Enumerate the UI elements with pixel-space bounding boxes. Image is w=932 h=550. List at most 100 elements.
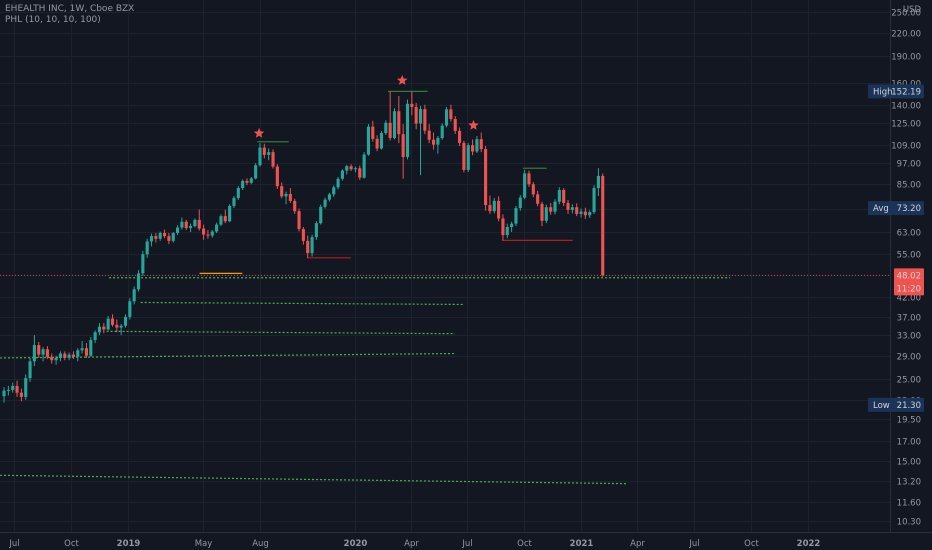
candle-body (488, 205, 492, 212)
candle-body (71, 354, 76, 357)
time-tick-label: Jul (8, 539, 19, 549)
candle-body (275, 166, 279, 187)
badge-high-bg (868, 84, 924, 99)
candle-body (254, 165, 258, 179)
candle-body (401, 134, 405, 158)
candle-body (245, 180, 249, 183)
candle-body (362, 154, 366, 178)
price-tick-label: 55.00 (897, 251, 921, 261)
candle-body (228, 205, 232, 222)
candle-body (379, 133, 384, 149)
price-tick-label: 250.00 (891, 9, 921, 19)
price-tick-label: 17.00 (897, 438, 921, 448)
candle-body (219, 216, 223, 225)
price-tick-label: 29.00 (897, 353, 921, 363)
time-axis[interactable]: Jul Oct 2019 May Aug 2020 Apr Jul Oct 2021 Apr Jul O… (0, 532, 932, 550)
candle-body (171, 233, 175, 241)
badge-low-bg (868, 397, 924, 412)
candle-body (418, 109, 423, 124)
indicator-lines (0, 90, 890, 485)
pivot-stars (253, 74, 479, 138)
time-tick-label: 2021 (570, 539, 594, 549)
time-tick-label: May (195, 539, 213, 549)
candle-body (579, 211, 583, 214)
candle-body (523, 173, 527, 198)
candle-body (514, 208, 518, 224)
candle-body (84, 348, 89, 356)
candle-body (154, 236, 158, 239)
candle-body (54, 357, 58, 361)
time-tick-label: 2022 (797, 539, 821, 549)
price-tick-label: 85.00 (897, 181, 921, 191)
candle-body (193, 219, 197, 227)
candle-body (453, 119, 457, 131)
candle-body (497, 200, 501, 219)
candle-body (340, 170, 344, 179)
candle-body (518, 197, 522, 209)
candle-body (119, 325, 123, 328)
candle-body (132, 289, 136, 302)
price-tick-label: 109.00 (891, 142, 921, 152)
time-tick-label: Aug (252, 539, 269, 549)
grid (0, 0, 890, 532)
price-tick-label: 37.00 (897, 314, 921, 324)
candle-body (310, 237, 314, 254)
candle-body (297, 211, 301, 230)
candle-body (501, 218, 505, 236)
candle-body (583, 211, 587, 216)
candle-body (484, 149, 488, 206)
candle-body (562, 190, 566, 203)
candle-body (28, 361, 32, 379)
price-tick-label: 10.30 (897, 518, 921, 528)
candle-body (423, 109, 427, 131)
candle-body (505, 227, 509, 236)
price-tick-label: 190.00 (891, 53, 921, 63)
candle-body (89, 340, 93, 356)
candle-body (531, 184, 535, 195)
candle-body (128, 301, 132, 317)
candle-body (115, 324, 119, 328)
candle-body (384, 122, 388, 134)
countdown-value: 11:20 (897, 284, 922, 294)
candle-body (288, 193, 292, 201)
time-tick-label: 2020 (344, 539, 368, 549)
price-tick-label: 25.00 (897, 376, 921, 386)
candle-body (41, 349, 45, 355)
candle-body (158, 233, 162, 239)
price-axis[interactable]: USD 10.3011.6013.2015.0017.0019.5022.002… (890, 0, 922, 532)
symbol-title[interactable]: EHEALTH INC, 1W, Cboe BZX (5, 4, 135, 14)
badge-avg-value: 73.20 (897, 204, 921, 214)
candle-body (37, 345, 41, 355)
candle-body (271, 152, 275, 167)
price-tick-label: 33.00 (897, 332, 921, 342)
candle-body (566, 202, 570, 210)
last-price-value: 48.02 (897, 271, 921, 281)
candle-body (189, 226, 193, 229)
candle-body (553, 201, 557, 212)
candle-body (80, 348, 84, 351)
candle-body (93, 332, 97, 341)
candle-body (249, 178, 253, 183)
candle-body (475, 139, 479, 152)
candle-body (466, 145, 470, 170)
indicator-legend[interactable]: PHL (10, 10, 10, 100) (5, 15, 101, 25)
candle-body (50, 356, 54, 361)
candle-body (332, 187, 336, 195)
candle-body (557, 190, 561, 202)
price-tick-label: 97.00 (897, 160, 921, 170)
candle-body (397, 111, 401, 135)
support-line-2 (140, 301, 465, 306)
candle-body (314, 223, 318, 238)
candle-body (184, 221, 188, 229)
candle-body (444, 109, 449, 126)
candle-body (392, 111, 397, 139)
candle-body (280, 186, 284, 197)
price-tick-label: 63.00 (897, 229, 921, 239)
candle-body (6, 389, 10, 391)
candle-body (527, 173, 531, 185)
candle-body (431, 139, 436, 145)
candle-body (232, 197, 236, 206)
price-tick-label: 13.20 (897, 478, 921, 488)
